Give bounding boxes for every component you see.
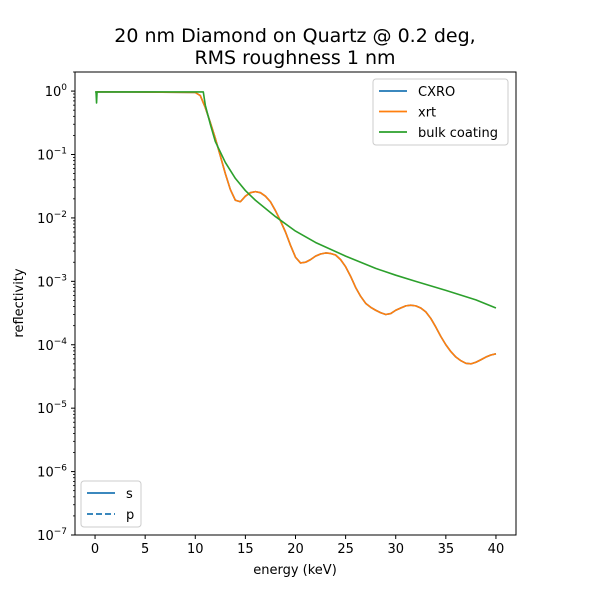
x-tick-label: 40	[488, 542, 505, 557]
legend-series-box	[372, 78, 509, 146]
y-tick-label: 10−3	[37, 273, 67, 290]
y-tick-label: 100	[45, 83, 68, 100]
y-tick-label: 10−5	[37, 400, 67, 417]
x-axis-label: energy (keV)	[253, 563, 337, 578]
legend-polarization: sp	[80, 480, 142, 528]
legend-label: CXRO	[418, 85, 455, 100]
legend-label: xrt	[418, 106, 436, 121]
legend-series: CXRO xrt bulk coating	[372, 78, 509, 146]
y-axis: 10−7 10−6 10−5 10−4 10−3 10−2 10−1 100	[37, 71, 75, 544]
x-tick-label: 25	[337, 542, 354, 557]
y-tick-label: 10−1	[37, 147, 67, 164]
y-tick-label: 10−4	[37, 337, 67, 354]
y-axis-label: reflectivity	[12, 268, 27, 338]
y-tick-label: 10−6	[37, 464, 67, 481]
legend-label: bulk coating	[418, 126, 498, 141]
x-tick-label: 30	[387, 542, 404, 557]
x-tick-label: 15	[237, 542, 254, 557]
x-tick-label: 10	[187, 542, 204, 557]
y-tick-label: 10−2	[37, 210, 67, 227]
legend-label: s	[126, 487, 133, 502]
x-tick-label: 0	[91, 542, 99, 557]
series-line-xrt	[96, 91, 497, 365]
chart-title-line-1: 20 nm Diamond on Quartz @ 0.2 deg,	[114, 25, 475, 47]
x-tick-label: 5	[141, 542, 149, 557]
chart-title-line-2: RMS roughness 1 nm	[194, 47, 395, 69]
x-axis: 0 5 10 15 20 25 30 35 40	[91, 535, 504, 557]
y-tick-label: 10−7	[37, 527, 67, 544]
x-tick-label: 20	[287, 542, 304, 557]
x-tick-label: 35	[438, 542, 455, 557]
legend-label: p	[126, 508, 134, 523]
series-layer	[95, 91, 497, 365]
series-line-bulk-coating	[95, 91, 497, 309]
